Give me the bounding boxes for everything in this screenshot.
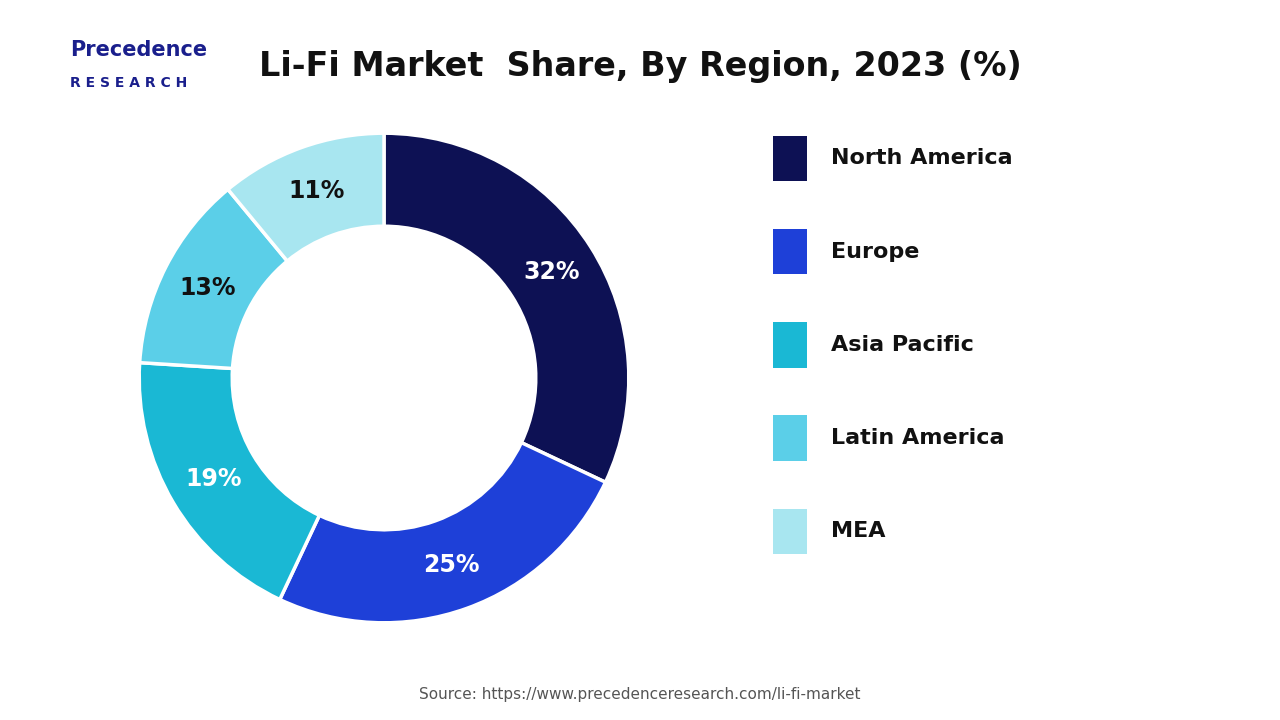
Text: Source: https://www.precedenceresearch.com/li-fi-market: Source: https://www.precedenceresearch.c… — [420, 687, 860, 702]
Wedge shape — [384, 133, 628, 482]
Text: 11%: 11% — [289, 179, 346, 204]
Text: Europe: Europe — [831, 242, 919, 261]
FancyBboxPatch shape — [773, 415, 806, 461]
Text: Latin America: Latin America — [831, 428, 1005, 448]
FancyBboxPatch shape — [773, 508, 806, 554]
Text: 25%: 25% — [422, 552, 480, 577]
Wedge shape — [280, 443, 605, 623]
Text: MEA: MEA — [831, 521, 886, 541]
Wedge shape — [140, 363, 320, 600]
Text: North America: North America — [831, 148, 1012, 168]
FancyBboxPatch shape — [773, 323, 806, 367]
Text: R E S E A R C H: R E S E A R C H — [70, 76, 188, 89]
Text: 13%: 13% — [179, 276, 236, 300]
FancyBboxPatch shape — [773, 229, 806, 274]
Text: 19%: 19% — [186, 467, 242, 491]
Text: Precedence: Precedence — [70, 40, 207, 60]
Wedge shape — [140, 189, 287, 369]
Text: Asia Pacific: Asia Pacific — [831, 335, 974, 355]
Wedge shape — [228, 133, 384, 261]
Text: Li-Fi Market  Share, By Region, 2023 (%): Li-Fi Market Share, By Region, 2023 (%) — [259, 50, 1021, 84]
Text: 32%: 32% — [524, 260, 580, 284]
FancyBboxPatch shape — [773, 135, 806, 181]
